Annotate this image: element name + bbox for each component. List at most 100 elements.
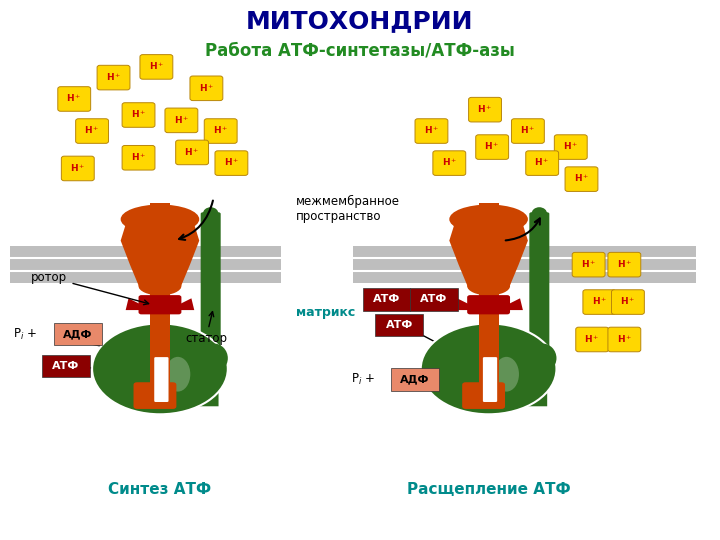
Text: H$^+$: H$^+$ bbox=[174, 114, 189, 126]
FancyBboxPatch shape bbox=[140, 55, 173, 79]
Text: статор: статор bbox=[185, 312, 227, 345]
Ellipse shape bbox=[530, 348, 549, 369]
FancyBboxPatch shape bbox=[410, 288, 457, 310]
Text: АТФ: АТФ bbox=[386, 320, 413, 330]
Ellipse shape bbox=[201, 348, 220, 369]
FancyBboxPatch shape bbox=[476, 135, 508, 159]
Text: H$^+$: H$^+$ bbox=[563, 141, 578, 152]
Polygon shape bbox=[121, 214, 199, 289]
FancyBboxPatch shape bbox=[554, 135, 588, 159]
Text: H$^+$: H$^+$ bbox=[620, 296, 636, 307]
Text: H$^+$: H$^+$ bbox=[148, 60, 164, 72]
FancyBboxPatch shape bbox=[362, 288, 410, 310]
Text: H$^+$: H$^+$ bbox=[184, 146, 200, 158]
FancyBboxPatch shape bbox=[611, 290, 644, 314]
Text: Работа АТФ-синтетазы/АТФ-азы: Работа АТФ-синтетазы/АТФ-азы bbox=[205, 42, 515, 60]
FancyBboxPatch shape bbox=[572, 252, 605, 277]
Ellipse shape bbox=[138, 276, 181, 295]
Polygon shape bbox=[507, 298, 523, 310]
Text: H$^+$: H$^+$ bbox=[70, 162, 86, 174]
FancyBboxPatch shape bbox=[150, 203, 170, 406]
Ellipse shape bbox=[92, 323, 228, 414]
Text: H$^+$: H$^+$ bbox=[485, 141, 500, 152]
Ellipse shape bbox=[121, 205, 199, 234]
FancyBboxPatch shape bbox=[511, 119, 544, 143]
Polygon shape bbox=[126, 298, 141, 310]
Text: АДФ: АДФ bbox=[400, 375, 430, 384]
Text: ротор: ротор bbox=[32, 271, 148, 305]
FancyBboxPatch shape bbox=[529, 212, 549, 365]
Text: АДФ: АДФ bbox=[63, 329, 92, 339]
FancyBboxPatch shape bbox=[215, 151, 248, 176]
FancyBboxPatch shape bbox=[122, 103, 155, 127]
Text: H$^+$: H$^+$ bbox=[534, 157, 550, 168]
Text: межмембранное
пространство: межмембранное пространство bbox=[296, 194, 400, 222]
FancyBboxPatch shape bbox=[122, 145, 155, 170]
Ellipse shape bbox=[494, 357, 519, 392]
Text: H$^+$: H$^+$ bbox=[574, 173, 589, 185]
Text: H$^+$: H$^+$ bbox=[84, 125, 100, 137]
FancyBboxPatch shape bbox=[433, 151, 466, 176]
Polygon shape bbox=[513, 358, 547, 406]
FancyBboxPatch shape bbox=[479, 203, 499, 406]
Text: МИТОХОНДРИИ: МИТОХОНДРИИ bbox=[246, 10, 474, 33]
Text: H$^+$: H$^+$ bbox=[477, 103, 492, 115]
Text: АТФ: АТФ bbox=[52, 361, 79, 371]
Polygon shape bbox=[185, 358, 219, 406]
Text: H$^+$: H$^+$ bbox=[581, 258, 596, 270]
Ellipse shape bbox=[199, 343, 228, 373]
FancyBboxPatch shape bbox=[42, 355, 89, 377]
Text: H$^+$: H$^+$ bbox=[592, 296, 607, 307]
Text: H$^+$: H$^+$ bbox=[616, 333, 632, 345]
Text: H$^+$: H$^+$ bbox=[131, 151, 146, 163]
Text: АТФ: АТФ bbox=[373, 294, 400, 305]
FancyBboxPatch shape bbox=[608, 252, 641, 277]
Text: H$^+$: H$^+$ bbox=[441, 157, 457, 168]
FancyBboxPatch shape bbox=[76, 119, 109, 143]
FancyBboxPatch shape bbox=[467, 295, 510, 314]
Text: H$^+$: H$^+$ bbox=[520, 125, 536, 137]
FancyBboxPatch shape bbox=[204, 119, 237, 143]
FancyBboxPatch shape bbox=[58, 87, 91, 111]
Text: H$^+$: H$^+$ bbox=[106, 71, 121, 83]
Polygon shape bbox=[179, 298, 194, 310]
Text: АТФ: АТФ bbox=[420, 294, 447, 305]
Ellipse shape bbox=[166, 357, 190, 392]
Polygon shape bbox=[449, 214, 528, 289]
Ellipse shape bbox=[203, 207, 219, 220]
FancyBboxPatch shape bbox=[415, 119, 448, 143]
Text: H$^+$: H$^+$ bbox=[131, 109, 146, 120]
Text: H$^+$: H$^+$ bbox=[66, 92, 82, 104]
Ellipse shape bbox=[528, 343, 557, 373]
FancyBboxPatch shape bbox=[176, 140, 209, 165]
Text: Синтез АТФ: Синтез АТФ bbox=[109, 482, 212, 497]
Text: H$^+$: H$^+$ bbox=[199, 82, 214, 93]
FancyBboxPatch shape bbox=[608, 327, 641, 352]
FancyBboxPatch shape bbox=[375, 314, 423, 336]
Text: H$^+$: H$^+$ bbox=[616, 258, 632, 270]
Text: P$_i$ +: P$_i$ + bbox=[351, 372, 376, 387]
FancyBboxPatch shape bbox=[462, 382, 505, 409]
FancyBboxPatch shape bbox=[10, 246, 282, 284]
FancyBboxPatch shape bbox=[54, 323, 102, 346]
FancyBboxPatch shape bbox=[61, 156, 94, 181]
FancyBboxPatch shape bbox=[469, 97, 501, 122]
Text: матрикс: матрикс bbox=[296, 306, 355, 319]
Text: H$^+$: H$^+$ bbox=[585, 333, 600, 345]
Ellipse shape bbox=[420, 323, 557, 414]
Polygon shape bbox=[454, 298, 470, 310]
FancyBboxPatch shape bbox=[583, 290, 616, 314]
FancyBboxPatch shape bbox=[165, 108, 198, 133]
Text: Расщепление АТФ: Расщепление АТФ bbox=[407, 482, 570, 497]
Ellipse shape bbox=[467, 276, 510, 295]
FancyBboxPatch shape bbox=[133, 382, 176, 409]
FancyBboxPatch shape bbox=[353, 246, 696, 284]
Text: H$^+$: H$^+$ bbox=[213, 125, 228, 137]
FancyBboxPatch shape bbox=[391, 368, 439, 391]
Ellipse shape bbox=[531, 207, 547, 220]
Text: H$^+$: H$^+$ bbox=[224, 157, 239, 168]
Text: H$^+$: H$^+$ bbox=[423, 125, 439, 137]
FancyBboxPatch shape bbox=[154, 357, 168, 402]
FancyBboxPatch shape bbox=[576, 327, 608, 352]
FancyBboxPatch shape bbox=[201, 212, 221, 365]
